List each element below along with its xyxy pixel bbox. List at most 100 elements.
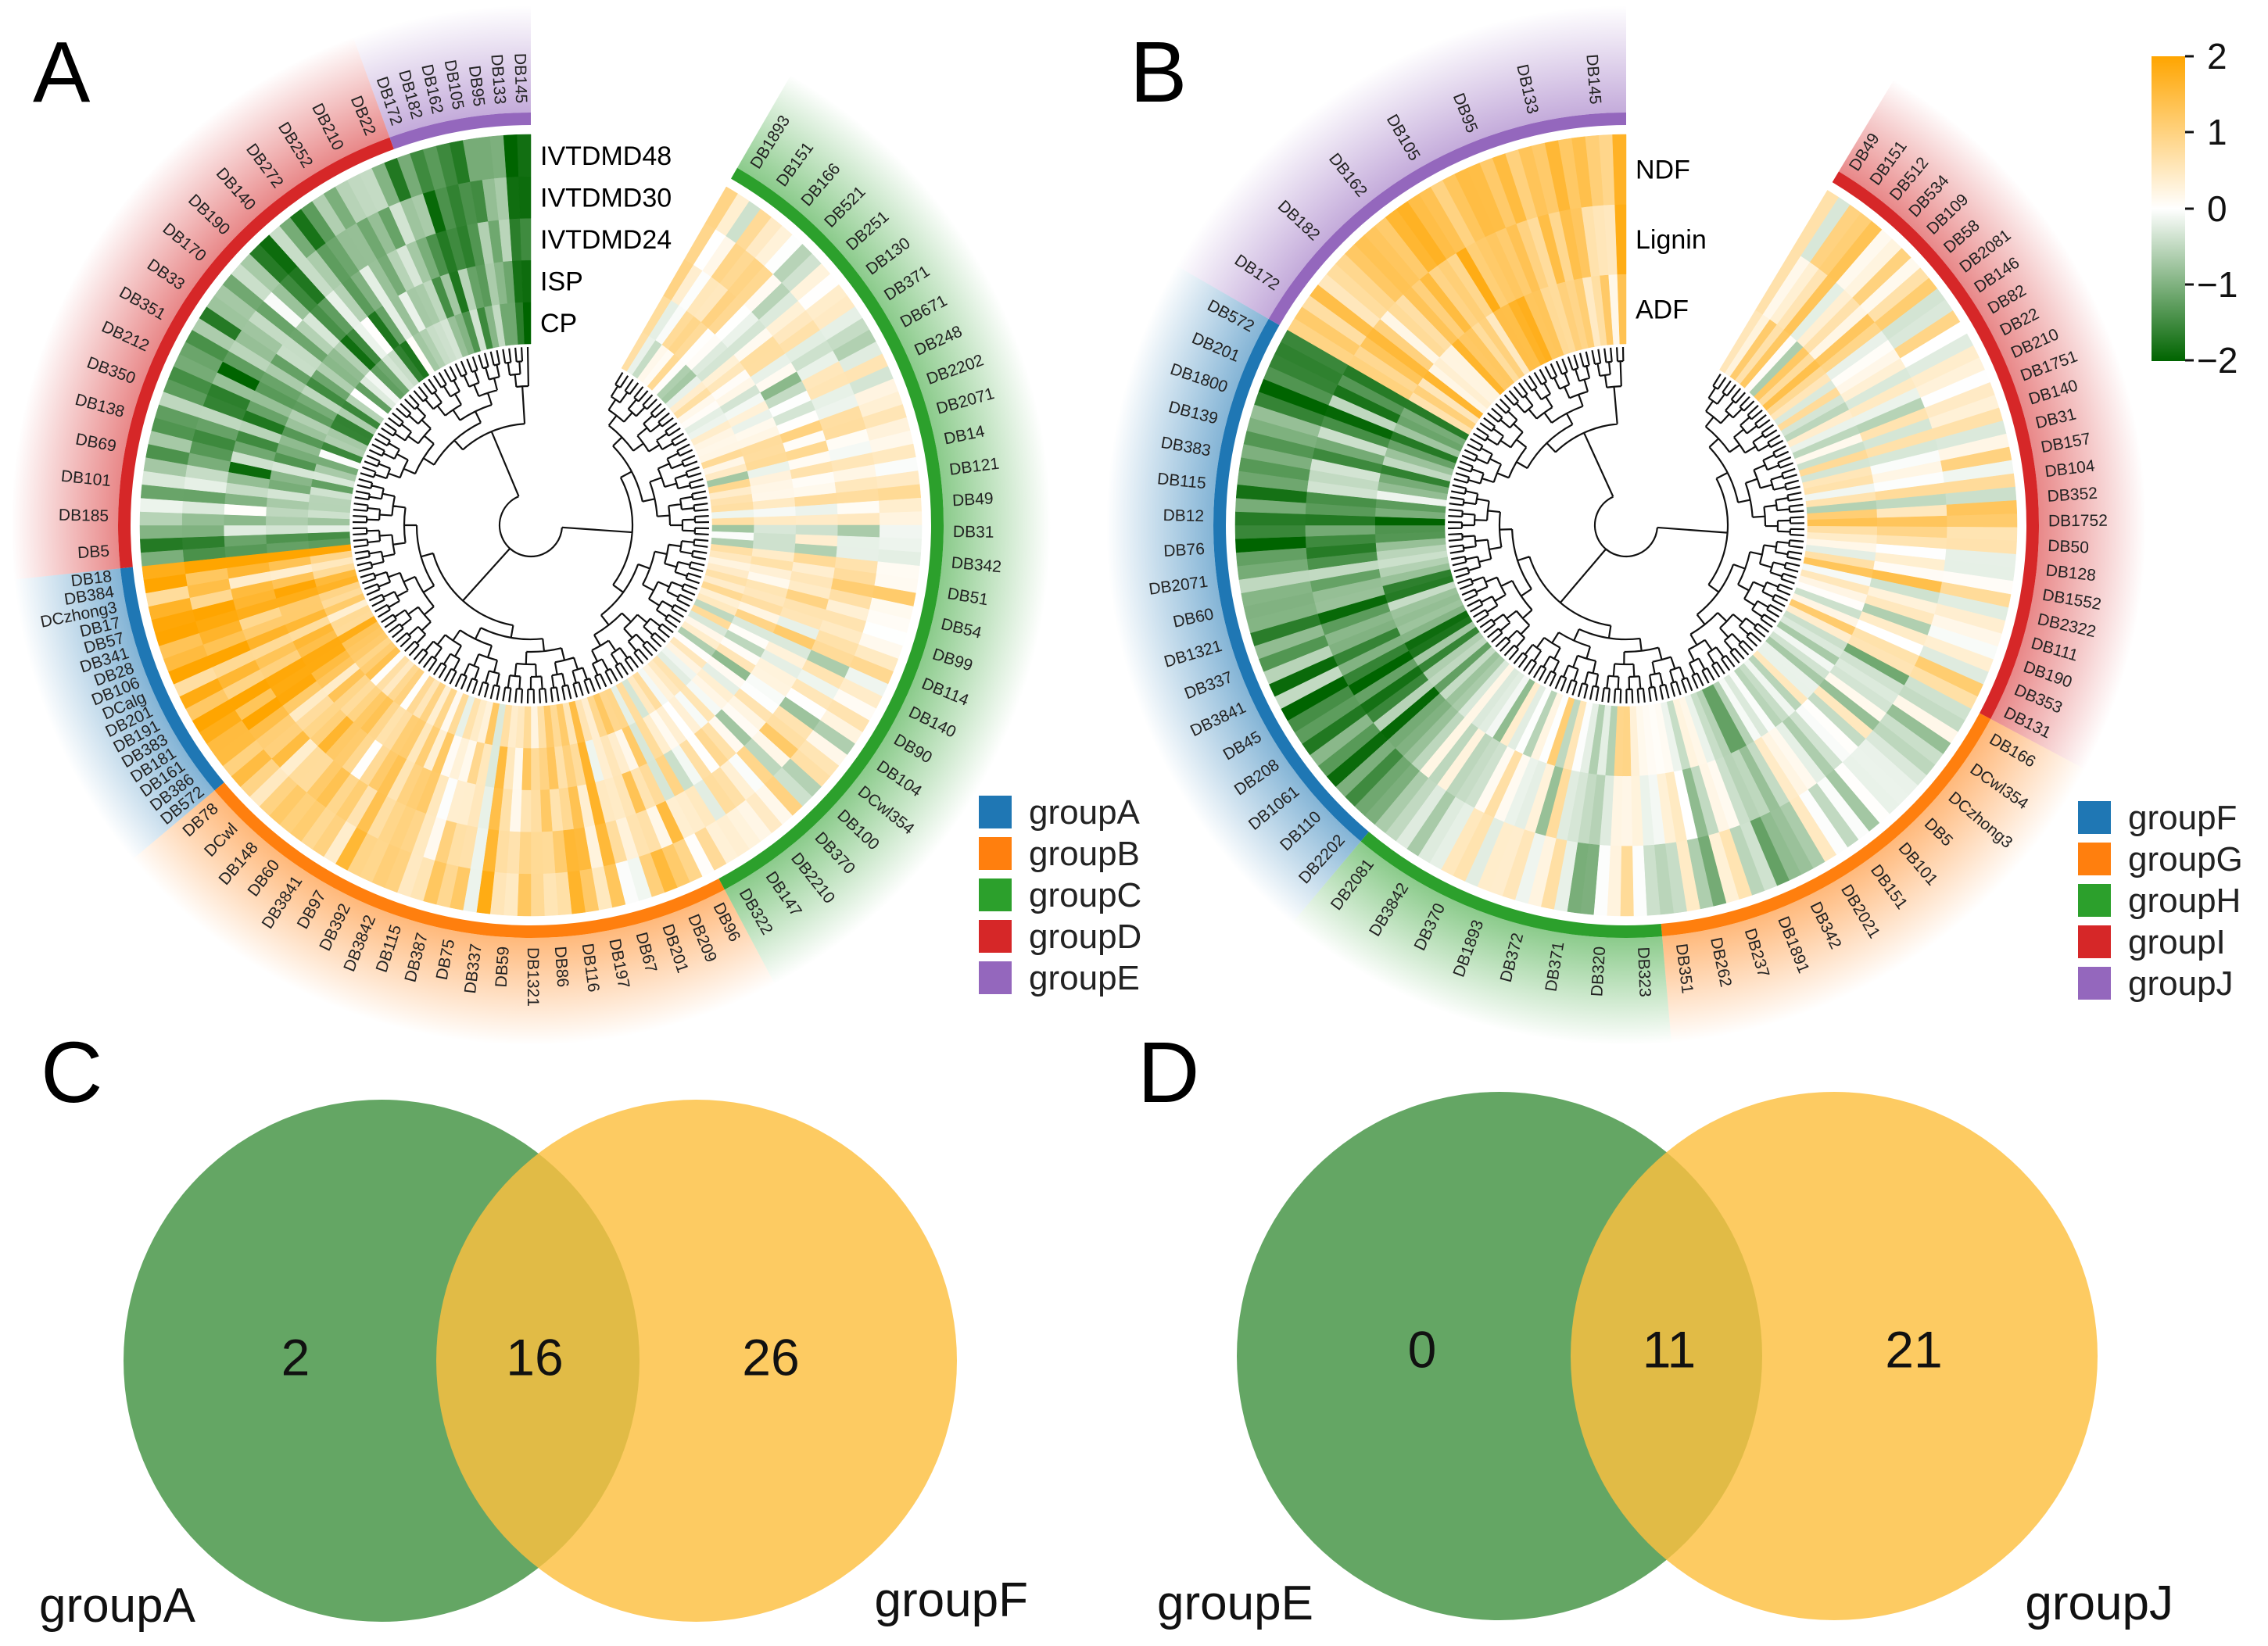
row-labels-b: NDF Lignin ADF (1636, 156, 1707, 325)
legend-swatch (2078, 967, 2111, 1000)
legend-label: groupG (2128, 840, 2243, 878)
group-band-groupE (389, 113, 531, 149)
sample-label: DB86 (551, 946, 571, 988)
heatmap-cell (1621, 776, 1633, 846)
group-glow (132, 790, 776, 1045)
heatmap-cell (1234, 524, 1306, 539)
sample-label: DB185 (59, 506, 109, 525)
venn-count-only-groupF: 26 (742, 1328, 799, 1386)
heatmap-cell (795, 514, 839, 526)
sample-label: DB352 (2047, 485, 2098, 506)
group-glow (1106, 265, 1361, 924)
legend-swatch (979, 837, 1012, 870)
colorbar-gradient (2152, 56, 2185, 361)
sample-label: DB50 (2048, 537, 2090, 557)
heatmap-cell (520, 789, 532, 833)
venn-set-label: groupJ (2025, 1576, 2173, 1630)
legend-swatch (979, 796, 1012, 828)
legend-label: groupJ (2128, 964, 2234, 1003)
group-band-groupJ (1268, 113, 1626, 325)
legend-swatch (2078, 843, 2111, 875)
group-glow (724, 75, 1052, 985)
colorbar: 2 1 0 −1 −2 (2152, 36, 2238, 381)
dendrogram (1448, 347, 1804, 704)
venn-set-label: groupE (1157, 1576, 1313, 1630)
row-labels-a: IVTDMD48 IVTDMD30 IVTDMD24 ISP CP (540, 141, 672, 338)
colorbar-tick: 1 (2207, 112, 2227, 152)
group-glow (10, 37, 390, 580)
heatmap-cell (517, 134, 532, 177)
heatmap-cell (520, 217, 532, 261)
row-label: CP (540, 309, 577, 338)
heatmap-cell (530, 789, 542, 833)
heatmap-cell (530, 748, 541, 791)
heatmap-cell (223, 514, 267, 526)
sample-label: DB323 (1634, 946, 1654, 997)
sample-label: DB145 (511, 53, 530, 104)
group-glow (1662, 718, 2086, 1043)
venn-count-both: 11 (1643, 1320, 1697, 1378)
venn-count-only-groupA: 2 (281, 1328, 310, 1386)
legend-swatch (2078, 884, 2111, 917)
heatmap-cell (1909, 665, 1978, 710)
heatmap-cell (265, 524, 308, 535)
panel-label-b: B (1130, 24, 1187, 120)
group-band-groupA (120, 567, 224, 791)
row-label: IVTDMD48 (540, 141, 672, 171)
venn-circle-groupJ (1571, 1092, 2098, 1620)
legend-label: groupF (2128, 799, 2237, 837)
heatmap-cell (754, 515, 797, 526)
colorbar-tick: −1 (2197, 264, 2238, 305)
heatmap-cell (879, 511, 923, 526)
group-band-groupD (117, 137, 394, 569)
group-glow (1292, 841, 1671, 1045)
heatmap-cell (530, 706, 539, 749)
heatmap-cell (521, 259, 532, 302)
group-glow (1838, 79, 2146, 770)
heatmap-cell (1947, 513, 2018, 528)
group-band-groupH (1360, 832, 1663, 939)
sample-label: DB59 (493, 946, 513, 988)
venn-c: 2 16 26 groupA groupF (39, 1100, 1028, 1633)
row-label: ADF (1636, 295, 1689, 324)
legend-swatch (979, 920, 1012, 953)
panel-label-a: A (33, 24, 91, 120)
row-label: Lignin (1636, 225, 1707, 255)
row-label: IVTDMD30 (540, 183, 672, 213)
sample-label: DB1321 (524, 947, 542, 1007)
heatmap-cell (837, 524, 880, 538)
legend-swatch (2078, 925, 2111, 958)
legend-label: groupC (1029, 876, 1141, 914)
heatmap-cell (181, 513, 224, 526)
group-glow (353, 5, 531, 138)
heatmap-cell (518, 176, 532, 219)
colorbar-tick: 0 (2207, 188, 2227, 229)
heatmap-cell (522, 302, 532, 345)
venn-set-label: groupA (39, 1579, 196, 1633)
sample-label: DB49 (951, 489, 994, 510)
legend-b: groupF groupG groupH groupI groupJ (2078, 799, 2243, 1003)
heatmap-cell (231, 749, 272, 787)
sample-label: DB133 (487, 54, 509, 106)
ring-separator (133, 127, 929, 923)
group-band-groupC (718, 167, 944, 890)
venn-count-only-groupJ: 21 (1885, 1320, 1942, 1378)
heatmap-cell (795, 524, 839, 536)
sample-label: DB12 (1163, 506, 1204, 525)
heatmap-cell (711, 517, 754, 526)
legend-a: groupA groupB groupC groupD groupE (979, 793, 1141, 997)
heatmap-cell (879, 524, 923, 539)
dendrogram (353, 347, 709, 703)
legend-label: groupH (2128, 882, 2241, 920)
legend-label: groupA (1029, 793, 1141, 832)
sample-label: DB320 (1588, 946, 1609, 997)
legend-swatch (2078, 801, 2111, 834)
heatmap-cell (181, 524, 224, 538)
heatmap-cell (223, 524, 267, 536)
ring-separator (1228, 127, 2024, 923)
heatmap-cell (530, 873, 545, 917)
legend-label: groupD (1029, 918, 1141, 956)
legend-label: groupI (2128, 923, 2226, 961)
heatmap-cell (1374, 771, 1429, 834)
